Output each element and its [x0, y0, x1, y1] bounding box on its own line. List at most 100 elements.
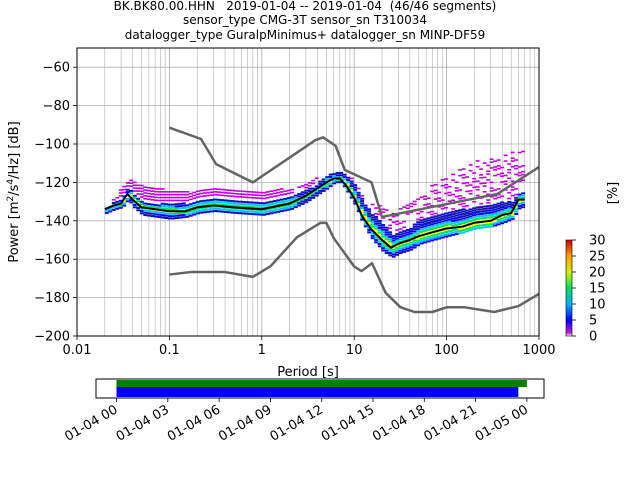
density-cell: [360, 211, 365, 214]
density-cell: [395, 246, 400, 249]
density-cell: [339, 174, 344, 177]
density-cell: [416, 228, 421, 231]
density-cell: [521, 201, 526, 204]
density-cell: [458, 232, 463, 235]
density-cell: [444, 235, 449, 238]
density-cell-sparse: [489, 187, 494, 189]
coverage-bar-data: [116, 380, 527, 387]
density-cell: [454, 216, 459, 219]
density-cell: [122, 204, 127, 207]
density-cell: [384, 238, 389, 241]
density-cell-sparse: [486, 193, 491, 196]
density-cell: [279, 205, 284, 208]
density-cell: [412, 230, 417, 233]
density-cell: [209, 210, 214, 213]
density-cell-sparse: [192, 197, 197, 200]
density-cell-sparse: [374, 212, 379, 215]
density-cell: [321, 180, 326, 183]
density-cell: [346, 176, 351, 179]
density-cell: [440, 213, 445, 216]
density-cell: [223, 201, 228, 204]
density-cell-sparse: [395, 229, 400, 231]
density-cell: [164, 203, 169, 206]
density-cell: [496, 204, 501, 207]
density-cell: [409, 232, 414, 235]
density-cell: [251, 210, 256, 213]
density-cell: [349, 187, 354, 190]
density-cell: [335, 178, 340, 181]
density-cell: [202, 202, 207, 205]
density-cell: [370, 221, 375, 224]
density-cell: [395, 233, 400, 236]
density-cell-sparse: [139, 190, 144, 193]
density-cell: [125, 200, 130, 203]
density-cell: [153, 213, 158, 216]
density-cell-sparse: [496, 165, 501, 167]
density-cell: [269, 207, 274, 210]
density-cell-sparse: [412, 203, 417, 206]
density-cell-sparse: [111, 198, 116, 201]
density-cell-sparse: [188, 192, 193, 195]
density-cell: [507, 207, 512, 210]
density-cell: [384, 235, 389, 238]
density-cell: [272, 211, 277, 214]
density-cell: [321, 189, 326, 192]
density-cell: [461, 229, 466, 232]
density-cell-sparse: [514, 159, 519, 161]
density-cell-sparse: [482, 185, 487, 187]
density-cell: [433, 226, 438, 229]
density-cell: [360, 202, 365, 205]
density-cell: [395, 249, 400, 252]
density-cell: [388, 252, 393, 255]
density-cell: [391, 253, 396, 256]
density-cell: [440, 218, 445, 221]
density-cell: [472, 223, 477, 226]
density-cell: [433, 219, 438, 222]
density-cell: [496, 211, 501, 214]
density-cell: [178, 202, 183, 205]
density-cell-sparse: [272, 192, 277, 195]
density-cell: [461, 208, 466, 211]
density-cell: [258, 213, 263, 216]
density-cell: [468, 208, 473, 211]
density-cell: [199, 202, 204, 205]
density-cell: [444, 217, 449, 220]
density-cell: [503, 211, 508, 214]
density-cell-sparse: [437, 197, 442, 199]
density-cell: [276, 208, 281, 211]
density-cell-sparse: [160, 193, 165, 196]
density-cell: [258, 204, 263, 207]
density-cell-sparse: [465, 184, 470, 187]
density-cell-sparse: [143, 192, 148, 194]
density-cell: [370, 234, 375, 237]
density-cell-sparse: [206, 191, 211, 194]
density-cell: [430, 227, 435, 230]
density-cell: [181, 202, 186, 205]
density-cell: [269, 212, 274, 215]
density-cell: [255, 213, 260, 216]
density-cell: [381, 228, 386, 231]
density-cell: [356, 191, 361, 194]
density-cell: [395, 253, 400, 256]
density-cell: [234, 205, 239, 208]
density-cell: [111, 208, 116, 211]
density-cell: [405, 231, 410, 234]
density-cell: [475, 222, 480, 225]
density-cell: [454, 210, 459, 213]
density-cell: [346, 183, 351, 186]
density-cell-sparse: [139, 196, 144, 198]
density-cell-sparse: [461, 168, 466, 170]
density-cell-sparse: [496, 167, 501, 170]
density-cell-sparse: [510, 151, 515, 154]
density-cell: [276, 199, 281, 202]
density-cell: [489, 220, 494, 223]
density-cell-sparse: [472, 177, 477, 180]
density-cell-sparse: [139, 187, 144, 190]
density-cell: [111, 206, 116, 209]
density-cell-sparse: [311, 179, 316, 182]
density-cell: [269, 200, 274, 203]
density-cell-sparse: [454, 181, 459, 184]
density-cell: [437, 237, 442, 240]
density-cell: [209, 201, 214, 204]
